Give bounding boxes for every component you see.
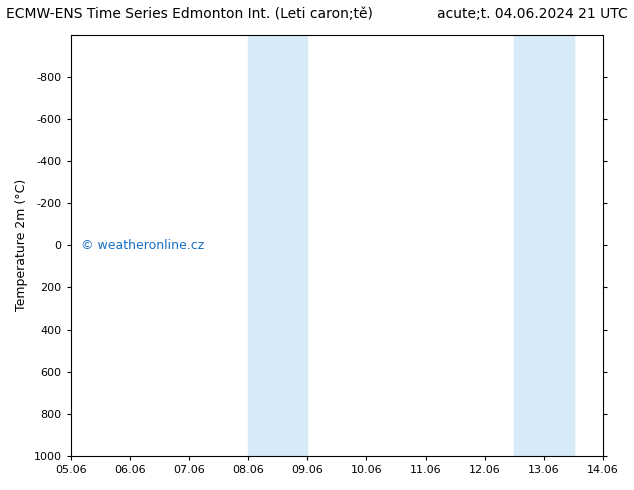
- Text: acute;t. 04.06.2024 21 UTC: acute;t. 04.06.2024 21 UTC: [437, 7, 628, 22]
- Bar: [514, 35, 574, 456]
- Text: ECMW-ENS Time Series Edmonton Int. (Leti caron;tě): ECMW-ENS Time Series Edmonton Int. (Leti…: [6, 7, 373, 22]
- Y-axis label: Temperature 2m (°C): Temperature 2m (°C): [15, 179, 28, 312]
- Text: © weatheronline.cz: © weatheronline.cz: [81, 239, 205, 252]
- Bar: [248, 35, 307, 456]
